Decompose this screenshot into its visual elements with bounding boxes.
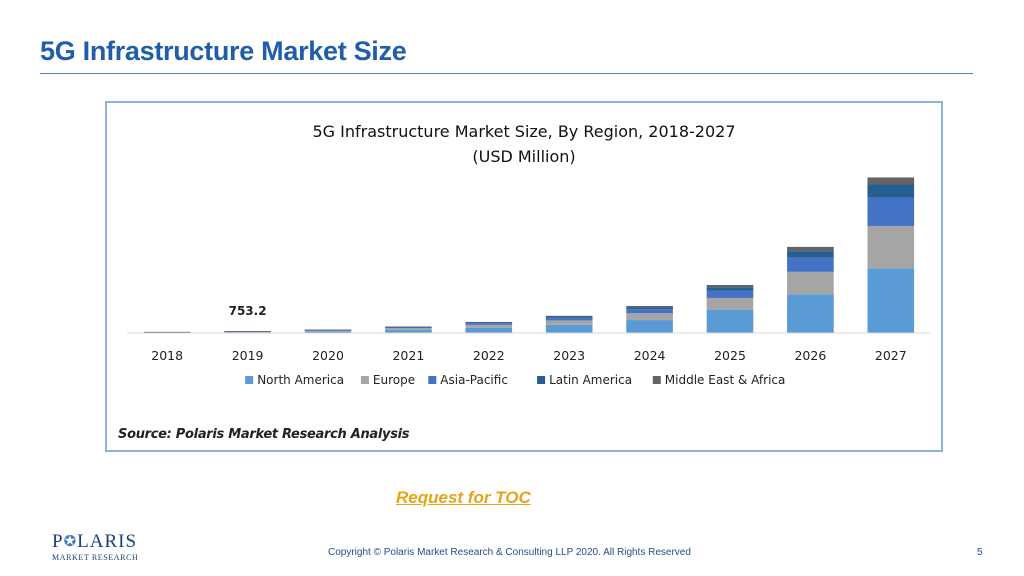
x-tick-label-2027: 2027 — [875, 348, 907, 363]
x-tick-labels: 2018 2019 2020 2021 2022 2023 2024 2025 2026 2027 — [151, 348, 906, 363]
bar-2025-segment-0 — [706, 309, 754, 333]
bar-2027-segment-1 — [867, 225, 915, 269]
x-tick-label-2026: 2026 — [794, 348, 826, 363]
bar-2026-segment-3 — [787, 251, 834, 258]
bar-2020-segment-1 — [304, 330, 352, 332]
bar-2021-segment-2 — [385, 327, 432, 329]
bar-2023-segment-2 — [545, 317, 593, 321]
bar-2024-segment-3 — [626, 307, 673, 310]
bar-2026-segment-2 — [787, 257, 834, 272]
bar-2024-segment-0 — [626, 320, 673, 333]
bar-2021-segment-4 — [385, 326, 432, 328]
legend-swatch-2 — [428, 376, 437, 384]
title-divider — [40, 73, 973, 74]
legend-item-4: Middle East & Africa — [652, 373, 786, 387]
page-title: 5G Infrastructure Market Size — [40, 36, 407, 66]
logo-wordmark: P✪LARIS — [52, 531, 138, 552]
bar-2026-segment-1 — [787, 271, 834, 295]
bar-2026-segment-4 — [787, 246, 834, 252]
bar-2020-segment-0 — [304, 331, 352, 333]
legend-item-0: North America — [245, 373, 344, 387]
bar-2024-segment-1 — [626, 313, 673, 321]
bar-2022-segment-1 — [465, 324, 513, 328]
bar-2022-segment-4 — [465, 321, 513, 323]
bar-2027-segment-0 — [867, 268, 915, 333]
legend-label-1: Europe — [373, 373, 415, 387]
bar-2021-segment-1 — [385, 328, 432, 330]
chart-subtitle: (USD Million) — [472, 147, 575, 166]
bar-2023-segment-4 — [545, 315, 593, 317]
polaris-logo: P✪LARIS MARKET RESEARCH — [52, 531, 138, 565]
bar-2024-segment-4 — [626, 305, 673, 308]
bar-2027-segment-2 — [867, 197, 915, 226]
data-labels: 753.2 — [229, 304, 267, 318]
bar-2025-segment-4 — [706, 285, 754, 288]
copyright-text: Copyright © Polaris Market Research & Co… — [328, 547, 691, 558]
x-tick-label-2024: 2024 — [634, 348, 666, 363]
bar-2018-segment-4 — [143, 331, 191, 333]
legend-swatch-1 — [360, 376, 369, 384]
legend-label-2: Asia-Pacific — [440, 373, 508, 387]
x-tick-label-2018: 2018 — [151, 348, 183, 363]
legend-label-3: Latin America — [549, 373, 632, 387]
x-tick-label-2019: 2019 — [232, 348, 264, 363]
legend-label-4: Middle East & Africa — [665, 373, 786, 387]
bar-2027-segment-4 — [867, 177, 915, 185]
bar-2027-segment-3 — [867, 184, 915, 198]
compass-star-icon: ✪ — [63, 534, 78, 550]
logo-subtitle: MARKET RESEARCH — [52, 553, 139, 562]
legend-item-1: Europe — [360, 373, 415, 387]
bar-2025-segment-1 — [706, 297, 754, 310]
legend-item-2: Asia-Pacific — [428, 373, 508, 387]
legend: North America Europe Asia-Pacific Latin Ame… — [245, 373, 785, 387]
legend-swatch-3 — [537, 376, 546, 384]
bar-2020-segment-4 — [304, 329, 352, 331]
bar-2025-segment-3 — [706, 287, 754, 291]
x-tick-label-2025: 2025 — [714, 348, 746, 363]
x-tick-label-2022: 2022 — [473, 348, 505, 363]
data-label-2019: 753.2 — [229, 304, 267, 318]
page-number: 5 — [977, 547, 983, 558]
x-tick-label-2023: 2023 — [553, 348, 585, 363]
bar-2021-segment-0 — [385, 329, 432, 333]
request-toc-link[interactable]: Request for TOC — [396, 488, 531, 507]
bar-2023-segment-1 — [545, 320, 593, 325]
bar-2024-segment-2 — [626, 309, 673, 314]
bar-2019-segment-4 — [224, 331, 271, 332]
stacked-bar-chart: 5G Infrastructure Market Size, By Region… — [127, 122, 931, 387]
chart-source: Source: Polaris Market Research Analysis — [118, 427, 410, 442]
bars-layer — [143, 177, 915, 334]
bar-2023-segment-3 — [545, 316, 593, 318]
bar-2025-segment-2 — [706, 290, 754, 298]
chart-title: 5G Infrastructure Market Size, By Region… — [312, 122, 735, 141]
legend-label-0: North America — [257, 373, 344, 387]
bar-2022-segment-0 — [465, 327, 513, 333]
bar-2023-segment-0 — [545, 324, 593, 333]
chart-frame: 5G Infrastructure Market Size, By Region… — [105, 101, 943, 452]
bar-2026-segment-0 — [787, 294, 834, 333]
legend-swatch-0 — [245, 376, 254, 384]
legend-item-3: Latin America — [537, 373, 632, 387]
x-tick-label-2021: 2021 — [392, 348, 424, 363]
x-tick-label-2020: 2020 — [312, 348, 344, 363]
bar-2022-segment-3 — [465, 322, 513, 324]
bar-2022-segment-2 — [465, 323, 513, 325]
legend-swatch-4 — [652, 376, 661, 384]
